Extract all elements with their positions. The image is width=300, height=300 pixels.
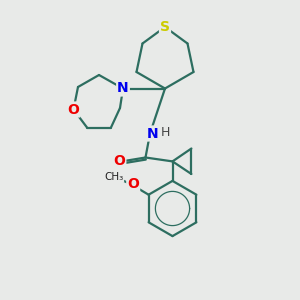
Text: O: O bbox=[113, 154, 125, 168]
Text: O: O bbox=[127, 178, 139, 191]
Text: S: S bbox=[160, 20, 170, 34]
Text: H: H bbox=[161, 126, 170, 139]
Text: N: N bbox=[117, 82, 129, 95]
Text: O: O bbox=[68, 103, 80, 116]
Text: CH₃: CH₃ bbox=[104, 172, 124, 182]
Text: N: N bbox=[146, 127, 158, 140]
